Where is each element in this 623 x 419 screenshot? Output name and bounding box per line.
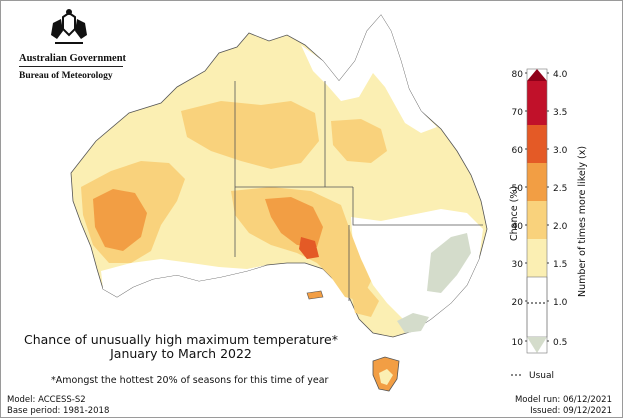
legend-likely-3-0: 3.0 bbox=[553, 146, 568, 156]
legend-chance-50: 50 bbox=[512, 184, 524, 194]
usual-zone-north bbox=[301, 15, 437, 133]
chance-50-60-west bbox=[93, 189, 147, 251]
legend-swatch-red bbox=[527, 81, 547, 125]
chance-40-50-east bbox=[331, 119, 387, 163]
legend-bar bbox=[526, 68, 548, 354]
map-title-line2: January to March 2022 bbox=[110, 346, 252, 361]
logo-divider bbox=[19, 66, 123, 67]
legend-likely-title: Number of times more likely (x) bbox=[577, 146, 588, 297]
below-usual-nsw bbox=[427, 233, 471, 293]
legend-swatch-light-orange bbox=[527, 201, 547, 239]
footnote: *Amongst the hottest 20% of seasons for … bbox=[51, 375, 329, 386]
model-run-label: Model run: 06/12/2021 bbox=[514, 395, 612, 405]
map-title: Chance of unusually high maximum tempera… bbox=[21, 333, 341, 361]
legend-swatch-orange bbox=[527, 163, 547, 201]
legend-chance-80: 80 bbox=[512, 70, 524, 80]
below-usual-vic bbox=[397, 313, 429, 333]
legend-swatch-grey bbox=[527, 337, 547, 353]
chance-40-50-central bbox=[181, 101, 319, 169]
legend-chance-title: Chance (%) bbox=[509, 186, 520, 241]
base-period-label: Base period: 1981-2018 bbox=[7, 406, 110, 416]
usual-zone-south bbox=[101, 259, 267, 297]
legend-swatch-purple bbox=[527, 69, 547, 81]
legend-chance-60: 60 bbox=[512, 146, 524, 156]
legend-swatch-red-orange bbox=[527, 125, 547, 163]
state-borders bbox=[234, 81, 483, 301]
legend-swatch-white bbox=[526, 276, 548, 338]
chance-50-60-spencer bbox=[299, 237, 319, 259]
legend-chance-70: 70 bbox=[512, 108, 524, 118]
legend-likely-3-5: 3.5 bbox=[553, 108, 567, 118]
legend-likely-4-0: 4.0 bbox=[553, 70, 568, 80]
legend-chance-30: 30 bbox=[512, 260, 524, 270]
legend-likely-1-5: 1.5 bbox=[553, 260, 567, 270]
legend-likely-2-0: 2.0 bbox=[553, 222, 568, 232]
legend-likely-ticks: 4.0 3.5 3.0 2.5 2.0 1.5 1.0 0.5 bbox=[553, 70, 568, 348]
legend-usual-label: Usual bbox=[529, 371, 554, 381]
government-name: Australian Government bbox=[19, 53, 127, 64]
legend-swatch-yellow bbox=[527, 239, 547, 277]
legend-likely-2-5: 2.5 bbox=[553, 184, 567, 194]
legend-chance-20: 20 bbox=[512, 298, 524, 308]
legend: 80 70 60 50 40 30 20 10 4.0 3.5 3.0 2.5 … bbox=[509, 68, 588, 381]
kangaroo-island bbox=[306, 290, 324, 300]
legend-likely-1-0: 1.0 bbox=[553, 298, 568, 308]
map-title-line1: Chance of unusually high maximum tempera… bbox=[24, 332, 338, 347]
model-label: Model: ACCESS-S2 bbox=[7, 395, 86, 405]
chance-50-60-south bbox=[265, 197, 323, 247]
legend-chance-40: 40 bbox=[512, 222, 524, 232]
bureau-name: Bureau of Meteorology bbox=[19, 71, 113, 81]
legend-likely-0-5: 0.5 bbox=[553, 338, 567, 348]
issued-label: Issued: 09/12/2021 bbox=[530, 406, 612, 416]
coat-of-arms-icon bbox=[51, 9, 87, 44]
legend-chance-10: 10 bbox=[512, 338, 524, 348]
chance-50-60-victoria bbox=[351, 287, 379, 317]
government-logo: Australian Government Bureau of Meteorol… bbox=[15, 9, 127, 85]
legend-chance-ticks: 80 70 60 50 40 30 20 10 bbox=[512, 70, 524, 348]
